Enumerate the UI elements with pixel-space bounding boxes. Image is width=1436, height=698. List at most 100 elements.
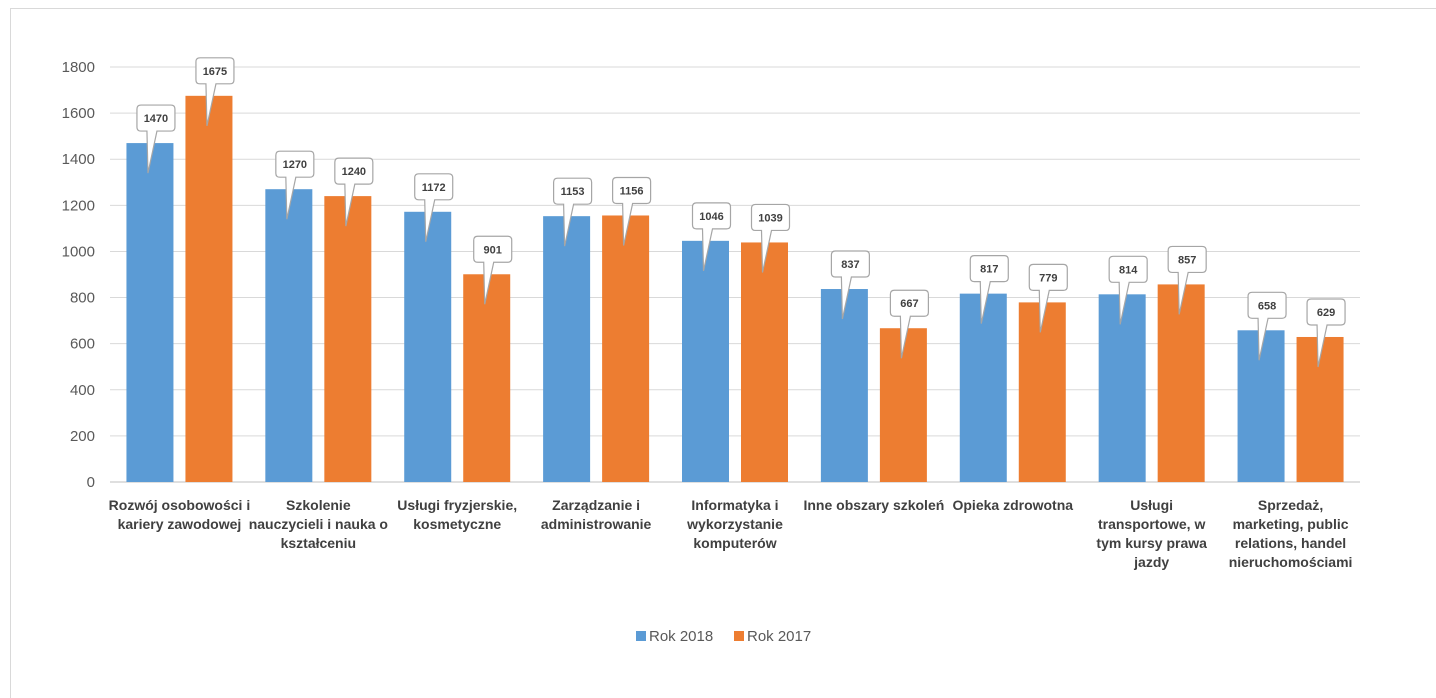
- legend-label: Rok 2017: [747, 628, 811, 645]
- data-label-callout: [195, 57, 235, 126]
- data-label-callout: [1247, 291, 1287, 361]
- data-label-value: 837: [841, 259, 859, 271]
- grid-lines: [110, 66, 1360, 483]
- data-label-value: 629: [1317, 307, 1335, 319]
- y-tick-label: 0: [87, 474, 95, 491]
- data-label-callout: [334, 157, 374, 227]
- bar-rok-2017: [1157, 284, 1205, 482]
- category-label: Zarządzanie i administrowanie: [541, 497, 652, 532]
- data-label-callout: [275, 150, 315, 220]
- data-label-callout: [414, 173, 454, 242]
- category-label: Informatyka i wykorzystanie komputerów: [686, 497, 783, 551]
- data-label: 779: [1028, 263, 1068, 333]
- y-tick-label: 200: [70, 428, 95, 445]
- data-label-value: 857: [1178, 254, 1196, 266]
- legend-swatch: [734, 631, 744, 641]
- bar-rok-2017: [324, 196, 372, 482]
- bar-rok-2017: [1018, 302, 1066, 482]
- data-label-callout: [750, 203, 791, 273]
- data-label: 1153: [553, 177, 593, 247]
- legend-swatch: [636, 631, 646, 641]
- data-label-value: 667: [900, 298, 918, 310]
- data-label: 1172: [414, 173, 454, 242]
- y-axis-ticks: 0 200 400 600 800 1000 1200 1400 1600 1800: [62, 59, 95, 491]
- data-label: 814: [1108, 255, 1148, 325]
- y-tick-label: 400: [70, 382, 95, 399]
- data-label: 1675: [195, 57, 235, 126]
- data-label-value: 1675: [203, 66, 227, 78]
- data-label-callout: [1306, 298, 1346, 368]
- data-label: 1039: [750, 203, 791, 273]
- chart-frame: [10, 8, 1436, 698]
- data-label-value: 817: [980, 264, 998, 276]
- category-label: Usługi fryzjerskie, kosmetyczne: [397, 497, 517, 532]
- bar-rok-2018: [959, 293, 1007, 482]
- category-label: Rozwój osobowości i kariery zawodowej: [109, 497, 251, 532]
- data-label-value: 1470: [144, 113, 168, 125]
- data-label-callout: [1167, 245, 1207, 315]
- data-label: 1156: [612, 176, 652, 246]
- data-label-callout: [1108, 255, 1148, 325]
- bar-rok-2018: [1237, 330, 1285, 482]
- legend: Rok 2018 Rok 2017: [636, 628, 811, 645]
- bars: [126, 95, 1344, 483]
- y-tick-label: 1800: [62, 59, 95, 76]
- data-labels: 1470 1675 1270 1240 1172 901 1153 1156 1046 1039 8…: [136, 57, 1346, 368]
- y-tick-label: 1400: [62, 151, 95, 168]
- data-label-value: 1039: [758, 212, 782, 224]
- data-label: 901: [473, 235, 513, 305]
- bar-rok-2017: [602, 215, 650, 482]
- data-label-value: 1240: [342, 166, 366, 178]
- y-tick-label: 1200: [62, 197, 95, 214]
- data-label-value: 779: [1039, 272, 1057, 284]
- data-label-callout: [1028, 263, 1068, 333]
- bar-rok-2017: [879, 328, 927, 482]
- data-label-callout: [553, 177, 593, 247]
- y-tick-label: 1600: [62, 105, 95, 122]
- bar-rok-2018: [1098, 294, 1146, 482]
- data-label-value: 1172: [422, 182, 446, 194]
- data-label: 1270: [275, 150, 315, 220]
- bar-rok-2018: [404, 211, 452, 483]
- data-label-value: 814: [1119, 264, 1138, 276]
- legend-label: Rok 2018: [649, 628, 713, 645]
- data-label: 658: [1247, 291, 1287, 361]
- data-label-value: 1270: [283, 159, 307, 171]
- bar-rok-2018: [265, 189, 313, 482]
- y-tick-label: 800: [70, 290, 95, 307]
- bar-rok-2018: [126, 143, 174, 483]
- bar-rok-2018: [820, 289, 868, 482]
- data-label-value: 1156: [620, 185, 644, 197]
- data-label-callout: [691, 202, 732, 271]
- data-label-value: 1153: [561, 186, 585, 198]
- data-label: 1470: [136, 104, 176, 174]
- data-label: 667: [889, 289, 929, 359]
- data-label: 857: [1167, 245, 1207, 315]
- data-label-callout: [969, 255, 1009, 324]
- bar-rok-2018: [682, 240, 729, 482]
- category-label: Inne obszary szkoleń: [803, 497, 944, 513]
- data-label-callout: [612, 176, 652, 246]
- category-label: Opieka zdrowotna: [952, 497, 1073, 513]
- data-label-callout: [830, 250, 870, 320]
- data-label: 1046: [691, 202, 732, 271]
- category-labels: Rozwój osobowości i kariery zawodowejSzko…: [109, 497, 1353, 570]
- category-label: Sprzedaż, marketing, public relations, han…: [1229, 497, 1353, 570]
- data-label-callout: [473, 235, 513, 305]
- bar-rok-2017: [185, 95, 233, 482]
- category-label: Usługi transportowe, w tym kursy prawa jazd…: [1096, 497, 1207, 570]
- bar-rok-2017: [741, 242, 788, 482]
- y-tick-label: 600: [70, 336, 95, 353]
- data-label-callout: [136, 104, 176, 174]
- bar-rok-2017: [463, 274, 511, 482]
- data-label: 629: [1306, 298, 1346, 368]
- bar-rok-2018: [543, 216, 591, 483]
- data-label-callout: [889, 289, 929, 359]
- data-label-value: 901: [484, 244, 502, 256]
- bar-rok-2017: [1296, 336, 1344, 482]
- data-label: 837: [830, 250, 870, 320]
- data-label: 1240: [334, 157, 374, 227]
- category-label: Szkolenie nauczycieli i nauka o kształceni…: [249, 497, 388, 551]
- y-tick-label: 1000: [62, 243, 95, 260]
